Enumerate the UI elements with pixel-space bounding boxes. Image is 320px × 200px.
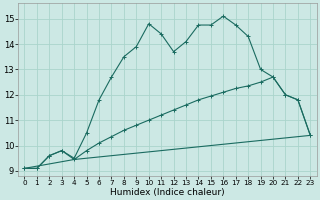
X-axis label: Humidex (Indice chaleur): Humidex (Indice chaleur) [110, 188, 225, 197]
